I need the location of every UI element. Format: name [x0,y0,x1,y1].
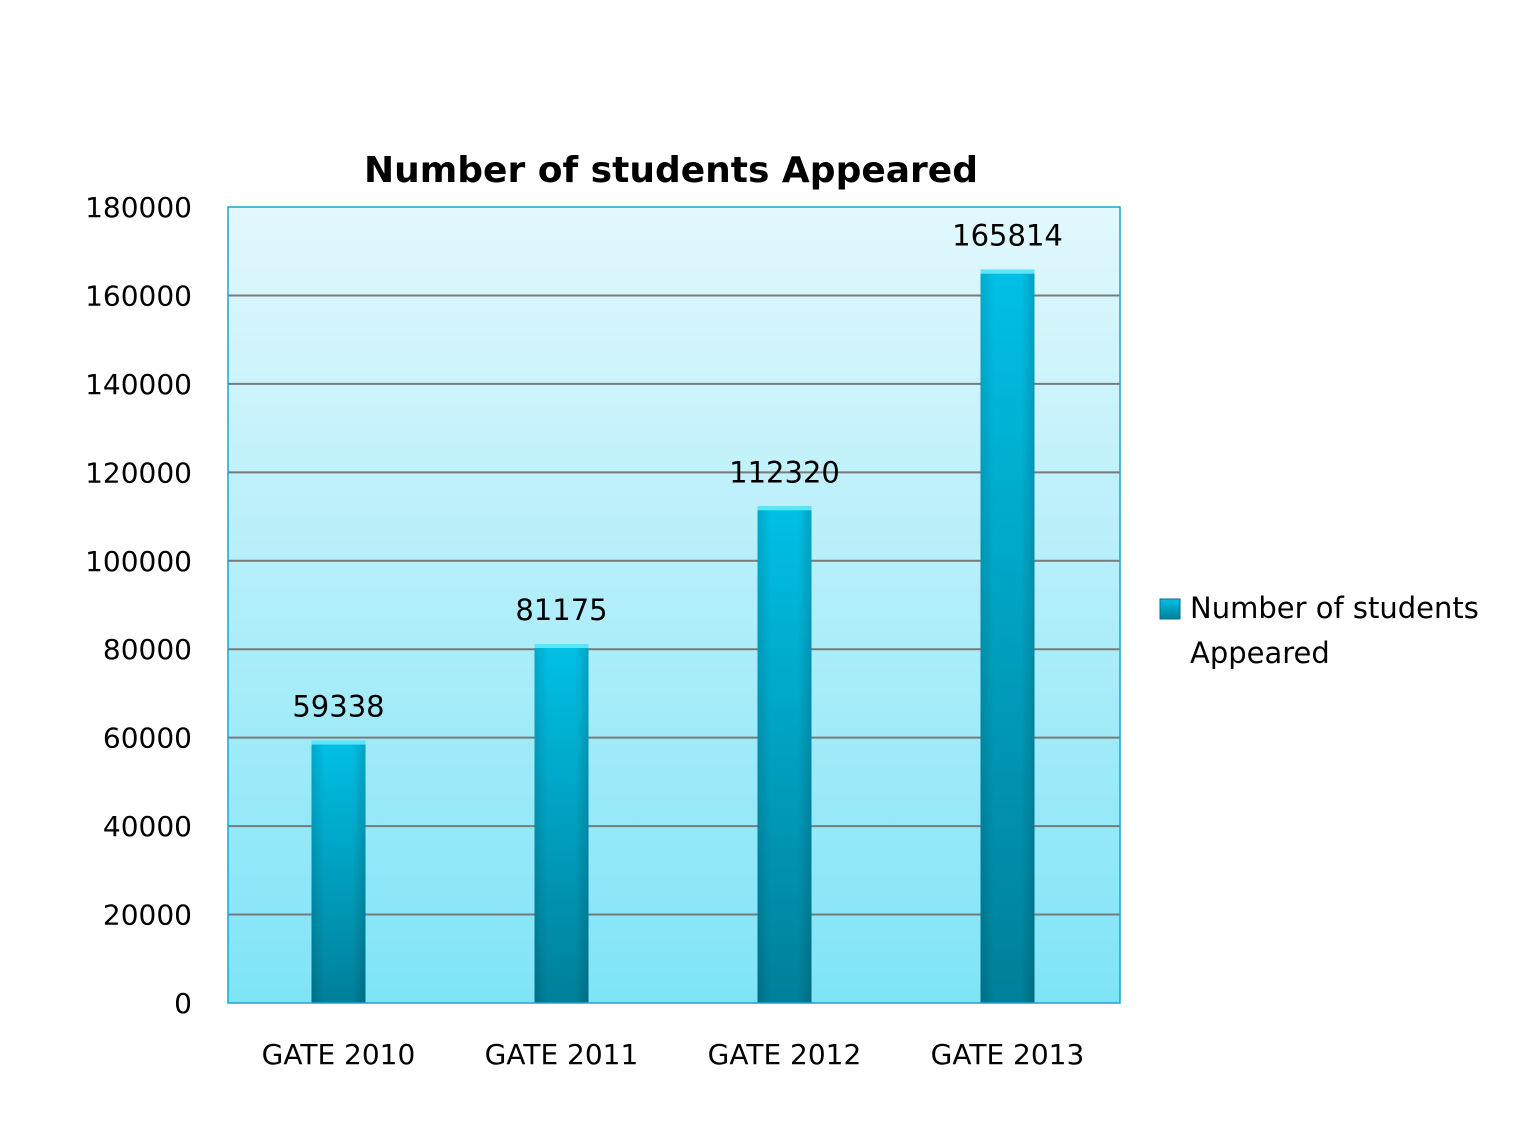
y-tick-label: 180000 [85,191,192,224]
y-tick-label: 120000 [85,456,192,489]
plot-border [227,206,1121,1004]
bar [311,740,366,1003]
x-tick-label: GATE 2013 [931,1038,1085,1071]
bar [980,269,1035,1003]
data-label: 112320 [729,455,840,489]
y-tick-label: 160000 [85,279,192,312]
bar-shade [757,506,812,1003]
legend-label-line-2: Appeared [1190,636,1330,670]
y-tick-label: 0 [174,987,192,1020]
x-axis-ticks: GATE 2010 GATE 2011 GATE 2012 GATE 2013 [262,1038,1085,1071]
y-tick-label: 140000 [85,368,192,401]
bar-shade [311,740,366,1003]
data-label: 165814 [952,219,1063,253]
chart-title: Number of students Appeared [364,150,978,191]
gridlines [228,294,1120,916]
bar [757,506,812,1003]
x-tick-label: GATE 2012 [708,1038,862,1071]
data-labels: 59338 81175 112320 165814 [292,219,1062,724]
bar [534,644,589,1003]
legend: Number of students Appeared [1159,591,1488,670]
y-tick-label: 20000 [103,899,192,932]
y-tick-label: 40000 [103,810,192,843]
plot-area [228,207,1120,1003]
data-label: 81175 [515,593,607,627]
x-tick-label: GATE 2011 [485,1038,639,1071]
y-tick-label: 80000 [103,633,192,666]
legend-swatch [1159,598,1181,620]
x-tick-label: GATE 2010 [262,1038,416,1071]
bar-cap [980,269,1035,274]
legend-label-line-1: Number of students [1190,591,1479,625]
bars [311,269,1035,1003]
bar-cap [311,740,366,745]
bar-shade [980,269,1035,1003]
bar-cap [757,506,812,511]
y-tick-label: 60000 [103,722,192,755]
data-label: 59338 [292,690,384,724]
legend-label: Number of students Appeared [1190,591,1488,670]
bar-cap [534,644,589,649]
bar-shade [534,644,589,1003]
y-axis-ticks: 0 20000 40000 60000 80000 100000 120000 140000 1… [85,191,192,1020]
y-tick-label: 100000 [85,545,192,578]
